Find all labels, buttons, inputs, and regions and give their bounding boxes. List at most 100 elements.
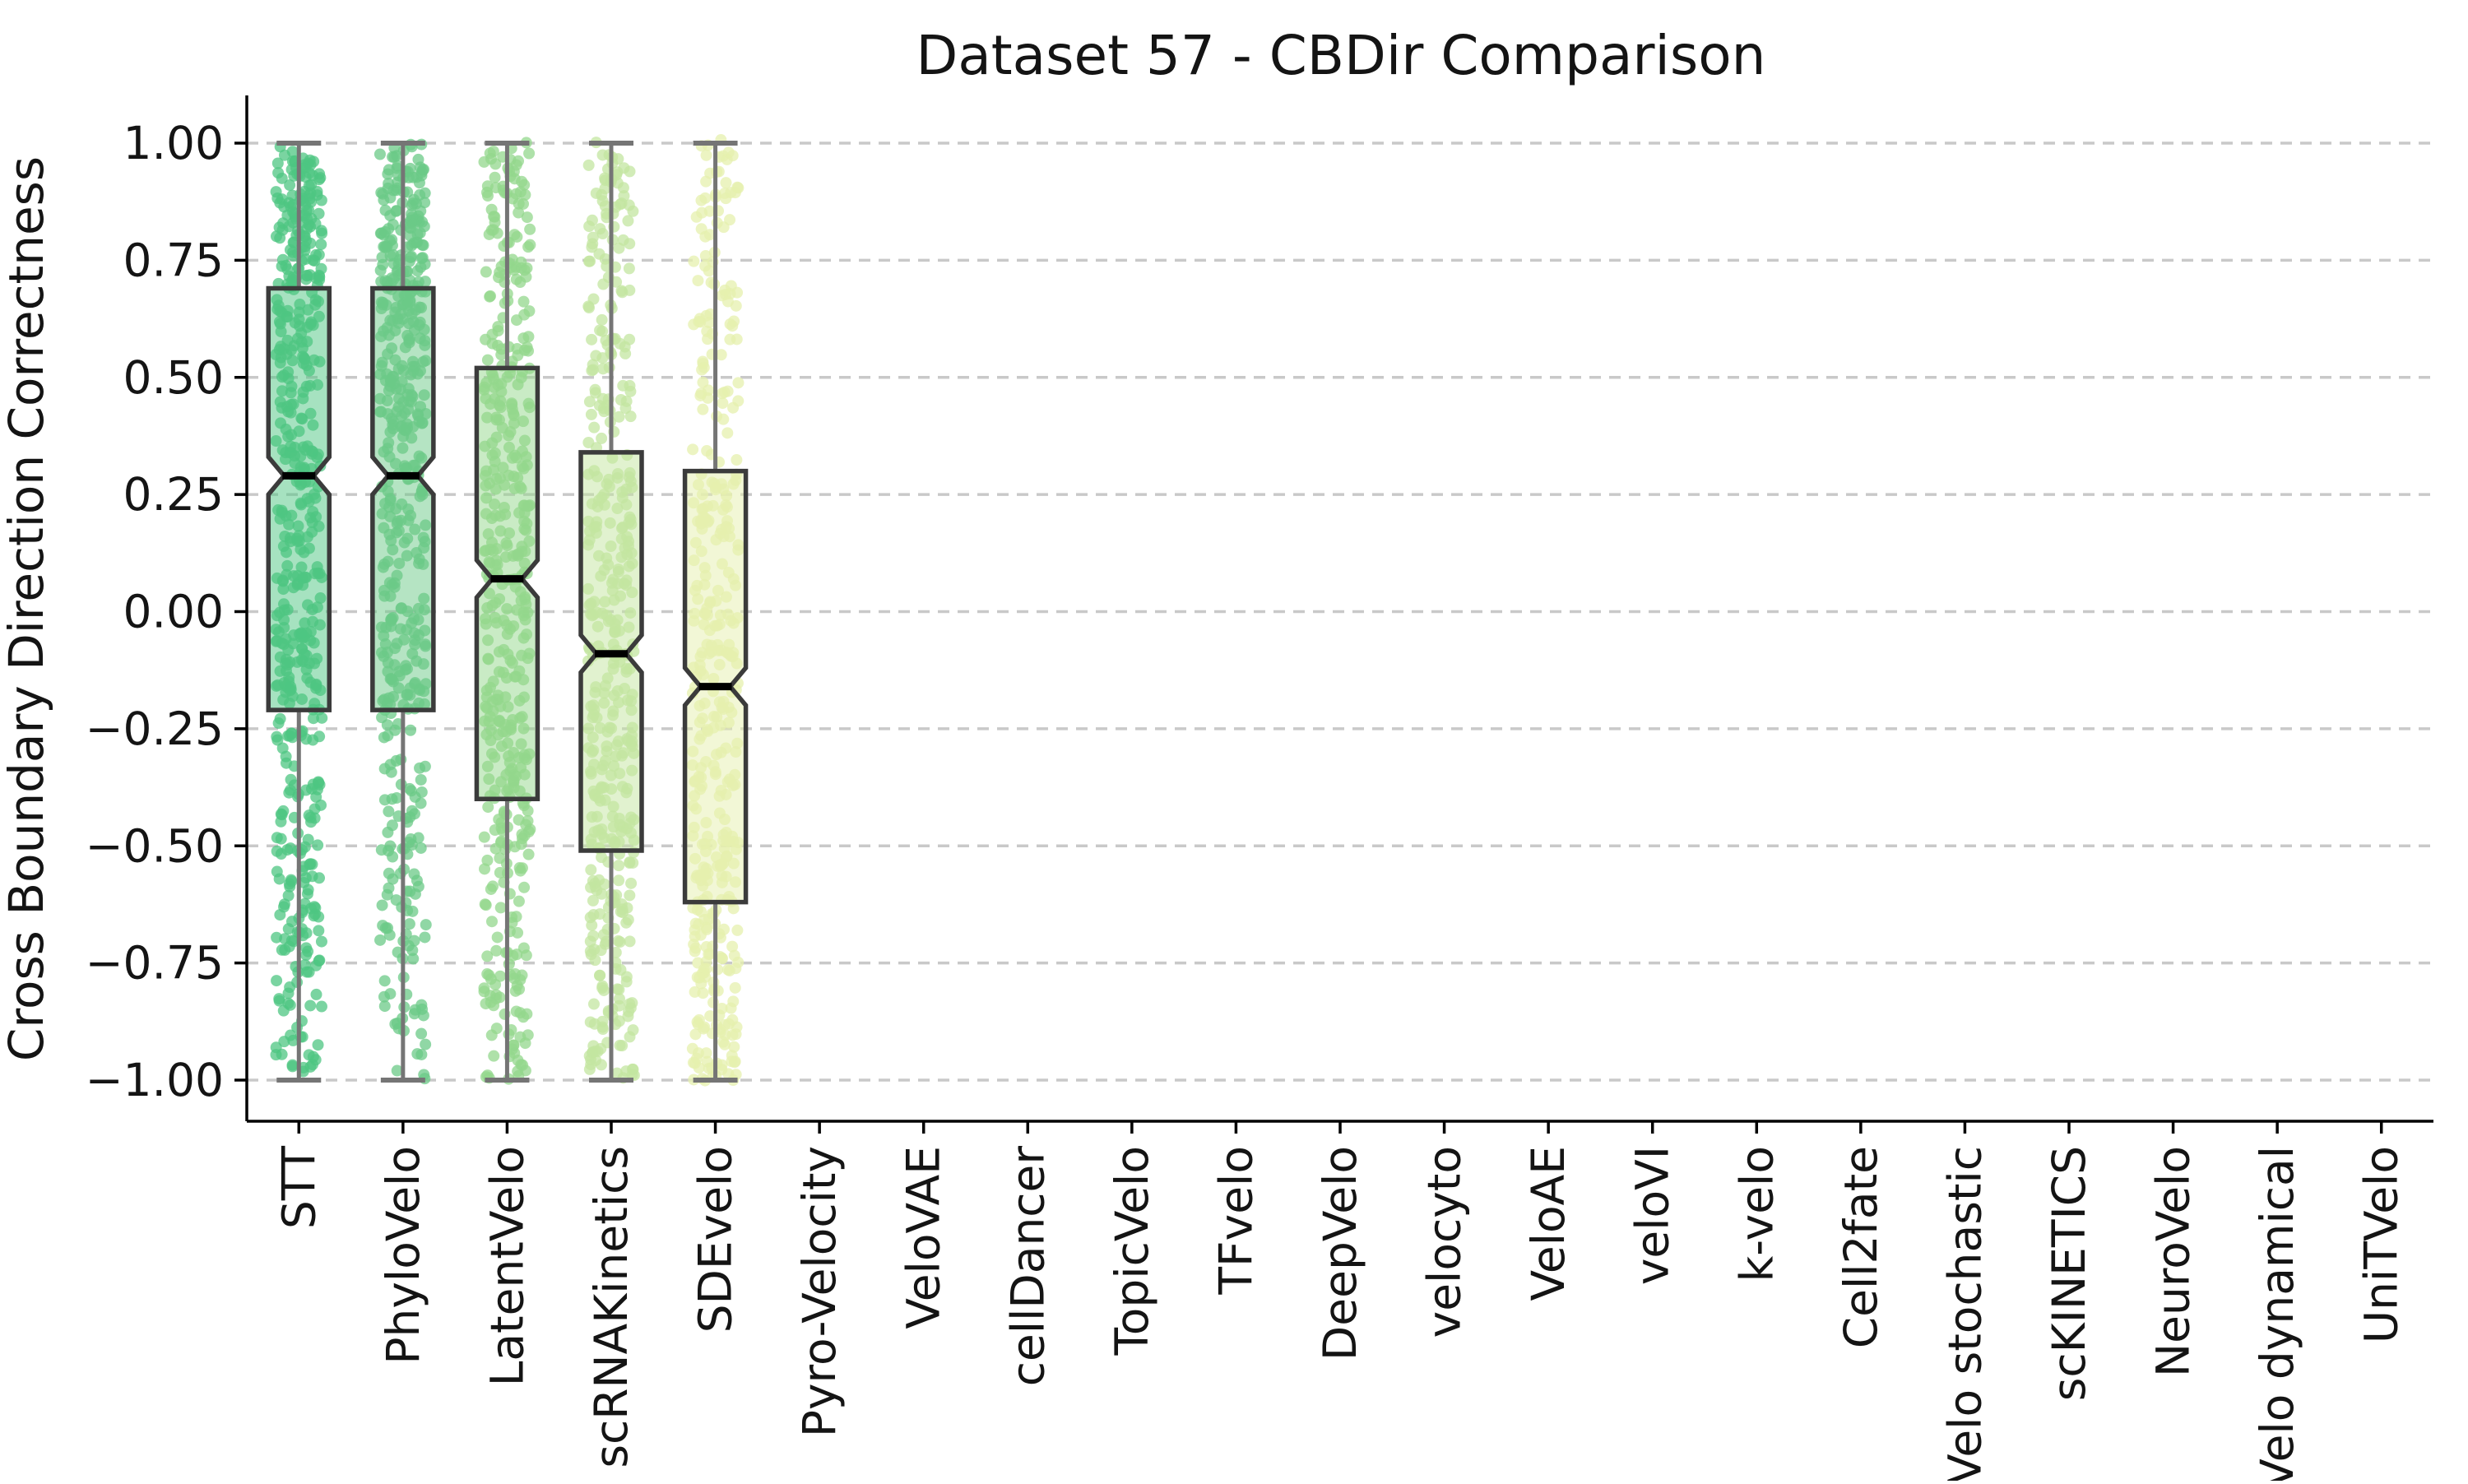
data-point — [624, 935, 636, 948]
data-point — [313, 911, 325, 923]
data-point — [613, 874, 625, 887]
data-point — [703, 265, 715, 277]
data-point — [313, 925, 325, 937]
data-point — [404, 230, 416, 242]
data-point — [689, 985, 701, 998]
data-point — [726, 1013, 739, 1026]
x-tick-label-Pyro-Velocity: Pyro-Velocity — [793, 1146, 846, 1437]
x-tick-label-STT: STT — [272, 1146, 325, 1230]
y-tick-label: −0.75 — [85, 937, 224, 990]
data-point — [700, 1047, 712, 1060]
data-point — [482, 801, 494, 814]
data-point — [383, 805, 395, 818]
notched-box — [370, 285, 436, 712]
data-point — [284, 179, 296, 192]
data-point — [583, 220, 596, 233]
data-point — [596, 980, 609, 992]
data-point — [478, 831, 490, 843]
x-tick-label-SDEvelo: SDEvelo — [689, 1146, 742, 1333]
data-point — [726, 1050, 738, 1062]
data-point — [593, 248, 605, 260]
data-point — [697, 403, 709, 415]
data-point — [285, 773, 297, 786]
data-point — [595, 944, 607, 957]
data-point — [687, 1056, 699, 1069]
data-point — [300, 948, 313, 961]
data-point — [417, 164, 429, 176]
data-point — [313, 954, 326, 967]
data-point — [402, 939, 415, 952]
data-point — [511, 948, 523, 961]
data-point — [392, 176, 404, 188]
data-point — [375, 227, 387, 239]
data-point — [600, 334, 612, 346]
x-tick-label-cellDancer: cellDancer — [1001, 1146, 1054, 1387]
data-point — [626, 1069, 638, 1081]
data-point — [480, 333, 492, 345]
data-point — [687, 443, 699, 456]
data-point — [587, 359, 599, 371]
data-point — [614, 936, 626, 948]
data-point — [610, 169, 623, 181]
data-point — [382, 826, 394, 838]
x-tick-label-scVelo stochastic: scVelo stochastic — [1938, 1146, 1991, 1481]
y-tick-label: 1.00 — [123, 117, 224, 169]
box-group-scRNAKinetics — [578, 137, 644, 1084]
data-point — [404, 274, 416, 286]
x-tick-label-VeloAE: VeloAE — [1522, 1146, 1575, 1301]
data-point — [614, 1039, 626, 1051]
data-point — [693, 315, 705, 327]
data-point — [384, 988, 397, 1000]
data-point — [494, 970, 506, 982]
data-point — [582, 159, 595, 171]
data-point — [480, 266, 492, 278]
data-point — [271, 734, 284, 746]
data-point — [312, 1039, 324, 1051]
data-point — [419, 760, 431, 772]
data-point — [718, 923, 731, 935]
data-point — [284, 784, 296, 796]
data-point — [517, 295, 530, 308]
data-point — [411, 171, 423, 183]
data-point — [310, 988, 322, 1000]
data-point — [691, 972, 703, 984]
data-point — [420, 1038, 432, 1050]
data-point — [286, 1060, 299, 1073]
data-point — [518, 881, 531, 893]
data-point — [485, 153, 498, 165]
data-point — [377, 258, 389, 271]
data-point — [374, 934, 387, 946]
data-point — [315, 194, 327, 206]
data-point — [586, 333, 598, 345]
data-point — [379, 275, 392, 287]
data-point — [300, 273, 313, 285]
y-tick-label: −1.00 — [85, 1054, 224, 1106]
data-point — [276, 742, 289, 754]
data-point — [721, 295, 734, 308]
data-point — [596, 149, 609, 161]
data-point — [584, 255, 596, 267]
data-point — [311, 783, 323, 795]
data-point — [509, 985, 522, 997]
data-point — [623, 262, 635, 275]
data-point — [273, 221, 285, 234]
data-point — [624, 379, 636, 392]
data-point — [589, 954, 601, 967]
data-point — [518, 308, 531, 321]
data-point — [380, 242, 392, 254]
data-point — [492, 325, 504, 337]
data-point — [523, 147, 536, 160]
data-point — [273, 873, 285, 885]
box-group-PhyloVelo — [370, 138, 436, 1085]
data-point — [489, 171, 501, 183]
data-point — [732, 377, 745, 389]
data-point — [287, 216, 299, 229]
x-tick-label-scKINETICS: scKINETICS — [2043, 1146, 2095, 1401]
data-point — [620, 976, 633, 988]
data-point — [701, 445, 713, 457]
data-point — [313, 730, 326, 743]
data-point — [624, 857, 636, 870]
data-point — [417, 1009, 429, 1022]
data-point — [511, 230, 523, 243]
data-point — [391, 791, 403, 804]
